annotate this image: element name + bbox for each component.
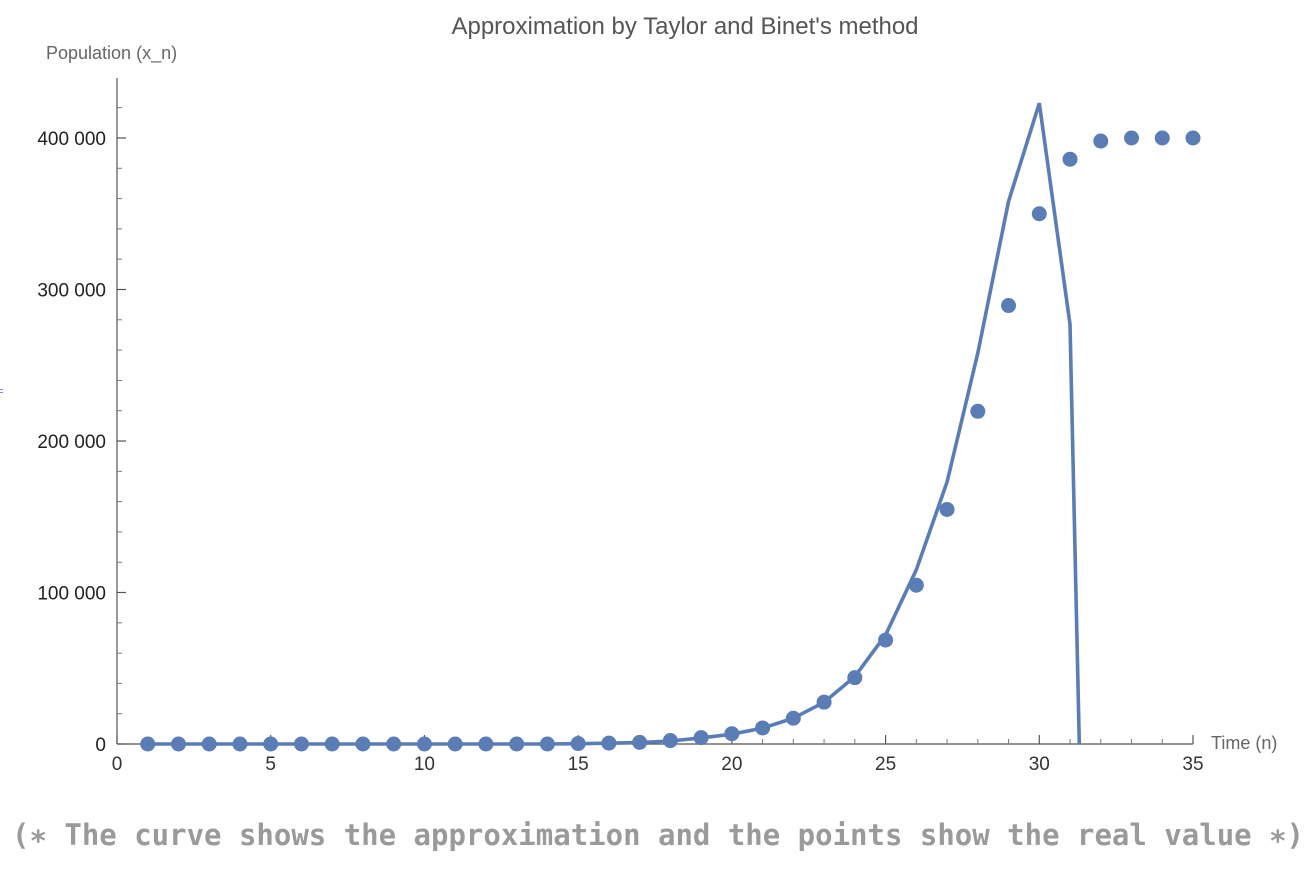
y-axis-label: Population (x_n) <box>46 43 177 64</box>
data-point <box>293 736 309 752</box>
data-point <box>878 632 894 648</box>
data-point <box>693 730 709 746</box>
x-tick-label: 25 <box>875 754 896 775</box>
data-point <box>1093 133 1109 149</box>
data-point <box>478 736 494 752</box>
y-ticks: 0 100 000 200 000 300 000 400 000 <box>37 107 126 756</box>
y-tick-label: 200 000 <box>37 432 106 453</box>
data-point <box>386 736 402 752</box>
data-point <box>1154 130 1170 146</box>
data-point <box>847 670 863 686</box>
data-point <box>201 736 217 752</box>
y-tick-label: 400 000 <box>37 129 106 150</box>
data-point <box>324 736 340 752</box>
x-tick-label: 35 <box>1182 754 1203 775</box>
data-point <box>755 720 771 736</box>
data-point <box>1062 151 1078 167</box>
data-point <box>724 726 740 742</box>
data-point <box>1031 206 1047 222</box>
x-tick-label: 20 <box>721 754 742 775</box>
left-edge-marker <box>0 389 3 397</box>
data-point <box>785 710 801 726</box>
chart-title: Approximation by Taylor and Binet's meth… <box>451 13 918 40</box>
data-point <box>509 736 525 752</box>
data-point <box>632 734 648 750</box>
data-point <box>939 501 955 517</box>
y-tick-label: 0 <box>95 735 106 756</box>
approximation-line <box>147 102 1082 746</box>
data-point <box>263 736 279 752</box>
x-tick-label: 5 <box>265 754 276 775</box>
data-point <box>1124 130 1140 146</box>
data-point <box>816 694 832 710</box>
data-point <box>1185 130 1201 146</box>
x-tick-label: 15 <box>568 754 589 775</box>
data-point <box>970 403 986 419</box>
caption-comment: (∗ The curve shows the approximation and… <box>11 818 1304 852</box>
data-point <box>416 736 432 752</box>
data-point <box>232 736 248 752</box>
y-tick-label: 100 000 <box>37 584 106 605</box>
data-point <box>908 577 924 593</box>
data-point <box>570 736 586 752</box>
data-point <box>355 736 371 752</box>
data-point <box>601 735 617 751</box>
data-point <box>170 736 186 752</box>
x-tick-label: 10 <box>414 754 435 775</box>
x-tick-label: 30 <box>1029 754 1050 775</box>
x-axis-label: Time (n) <box>1211 733 1277 753</box>
data-point <box>447 736 463 752</box>
data-point <box>539 736 555 752</box>
x-tick-label: 0 <box>112 754 123 775</box>
real-value-points <box>140 130 1201 752</box>
data-point <box>140 736 156 752</box>
y-tick-label: 300 000 <box>37 281 106 302</box>
data-point <box>662 733 678 749</box>
data-point <box>1001 298 1017 314</box>
approximation-curve <box>147 102 1082 746</box>
